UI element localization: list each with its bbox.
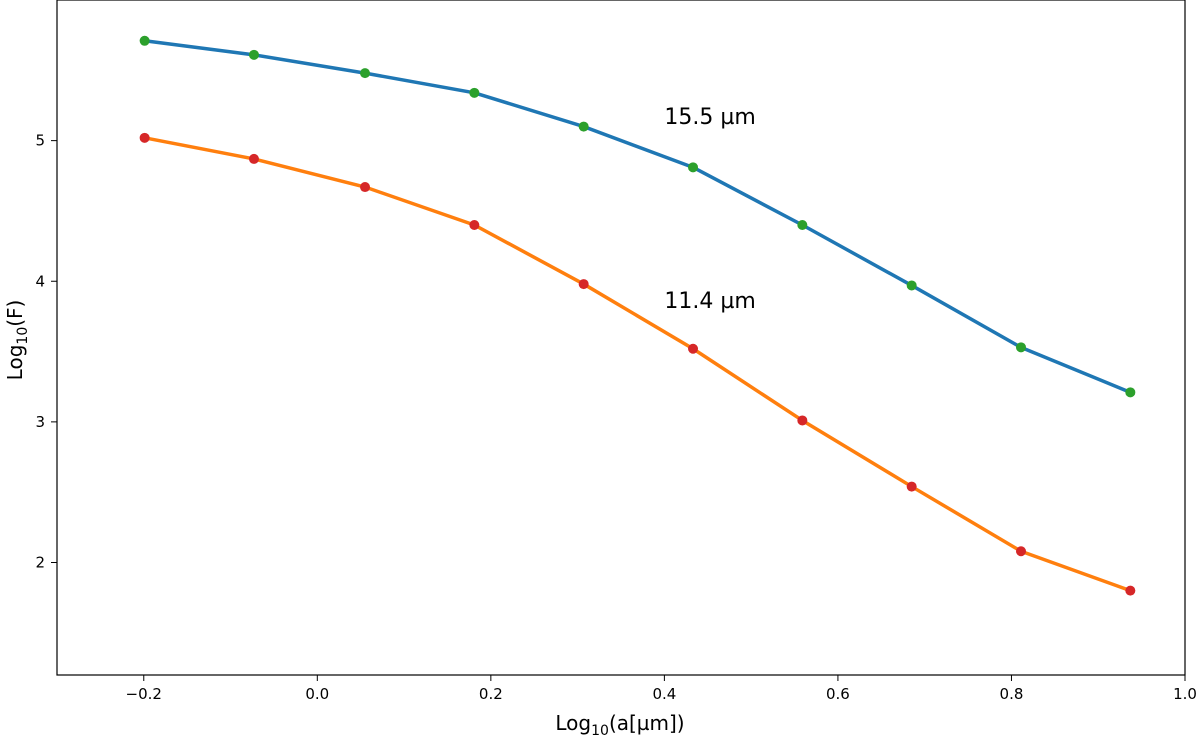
x-axis-label-base: Log (555, 711, 591, 735)
series-1-point (139, 35, 150, 46)
y-axis-ticks: 2 3 4 5 (35, 132, 57, 572)
series-1-point (1016, 342, 1027, 353)
series-1-point (797, 220, 808, 230)
series-lines (142, 39, 1133, 593)
series-1-point (360, 68, 371, 79)
y-tick-label: 5 (35, 132, 45, 150)
annotations: 15.5 µm 11.4 µm (664, 105, 755, 314)
series-2-line (142, 136, 1133, 593)
series-2-point (1125, 585, 1136, 596)
x-axis-label-rest: (a[µm]) (609, 711, 685, 735)
x-tick-label: 0.0 (305, 685, 329, 703)
x-tick-label: 0.8 (1000, 685, 1024, 703)
x-tick-label: 0.6 (826, 685, 850, 703)
x-axis-label-subscript: 10 (591, 723, 609, 737)
y-tick-label: 2 (35, 554, 45, 572)
series-1-point (906, 280, 917, 291)
y-axis-label-subscript: 10 (15, 327, 31, 345)
series-1-line (142, 39, 1133, 395)
series-2-point (139, 132, 150, 143)
y-axis-label-base: Log (3, 345, 27, 381)
series-1-point (248, 49, 259, 60)
y-axis-label-rest: (F) (3, 300, 27, 327)
x-tick-label: 1.0 (1173, 685, 1197, 703)
series-2-point (688, 343, 699, 354)
series-2-point (797, 415, 808, 426)
annotation-label: 15.5 µm (664, 105, 755, 130)
y-tick-label: 4 (35, 272, 45, 290)
series-2-point (469, 220, 480, 230)
x-tick-label: −0.2 (126, 685, 162, 703)
series-2-point (906, 481, 917, 492)
x-axis-ticks: −0.2 0.0 0.2 0.4 0.6 0.8 1.0 (126, 675, 1197, 703)
x-axis-label: Log10(a[µm]) (555, 711, 684, 737)
x-tick-label: 0.2 (479, 685, 503, 703)
series-1-point (578, 121, 589, 132)
series-2-point (578, 279, 589, 290)
series-markers (139, 35, 1136, 596)
y-axis-label: Log10(F) (3, 300, 31, 381)
annotation-label: 11.4 µm (664, 289, 755, 314)
series-1-point (1125, 387, 1136, 398)
series-1-point (688, 162, 699, 173)
series-2-point (360, 182, 371, 193)
x-tick-label: 0.4 (652, 685, 676, 703)
plot-frame (56, 0, 1186, 676)
series-1-point (469, 87, 480, 98)
y-tick-label: 3 (35, 413, 45, 431)
series-2-point (248, 153, 259, 164)
series-2-point (1016, 546, 1027, 557)
